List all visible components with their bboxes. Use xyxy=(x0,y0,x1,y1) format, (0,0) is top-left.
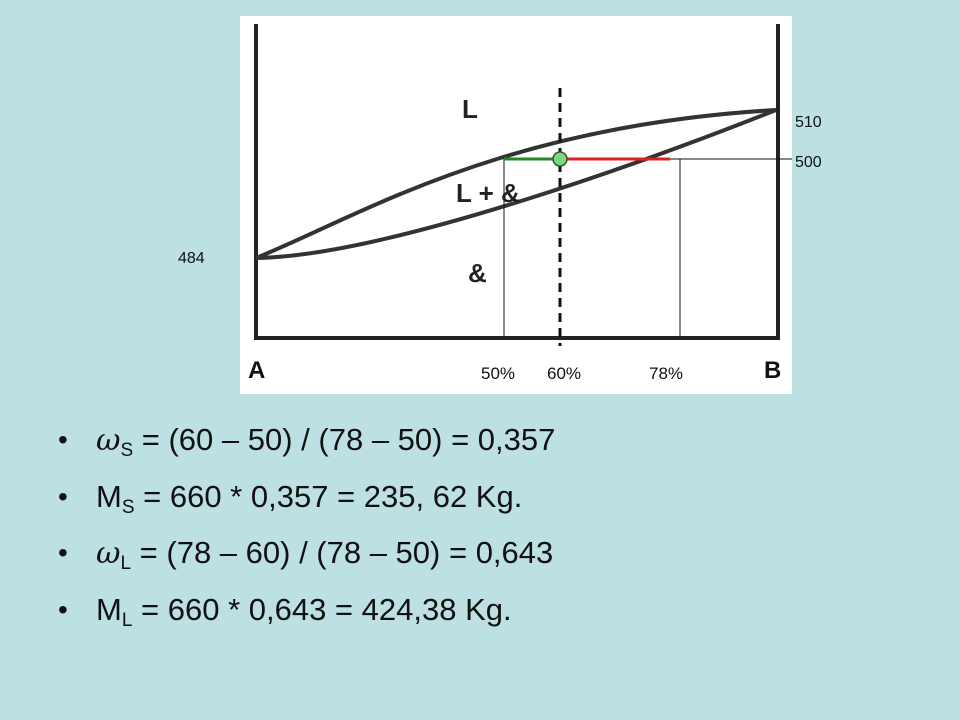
omega-symbol: ω xyxy=(96,423,121,458)
axis-label-b: B xyxy=(764,357,781,384)
region-label-liquid: L xyxy=(462,94,478,124)
calculation-item-ml: • ML = 660 * 0,643 = 424,38 Kg. xyxy=(58,582,555,638)
subscript: L xyxy=(121,610,133,631)
alloy-point-marker xyxy=(552,151,568,167)
temperature-label-510: 510 xyxy=(795,114,822,131)
calculation-list: • ωS = (60 – 50) / (78 – 50) = 0,357 • MS … xyxy=(58,412,555,638)
phase-diagram-svg: L L + & & A B 50% 60% 78% xyxy=(248,24,792,384)
temperature-label-484: 484 xyxy=(178,250,205,267)
bullet-dot: • xyxy=(58,481,68,512)
liquidus-curve xyxy=(255,108,777,260)
mass-symbol: M xyxy=(96,592,122,627)
subscript: L xyxy=(120,553,132,574)
equation-text: = 660 * 0,357 = 235, 62 Kg. xyxy=(134,479,523,514)
solidus-curve xyxy=(255,108,777,260)
temperature-label-500: 500 xyxy=(795,154,822,171)
bullet-dot: • xyxy=(58,594,68,625)
calculation-item-wl: • ωL = (78 – 60) / (78 – 50) = 0,643 xyxy=(58,525,555,582)
subscript: S xyxy=(121,497,135,518)
bullet-dot: • xyxy=(58,537,68,568)
mass-symbol: M xyxy=(96,479,122,514)
omega-symbol: ω xyxy=(96,536,121,571)
composition-label-50: 50% xyxy=(481,364,515,383)
composition-label-78: 78% xyxy=(649,364,683,383)
calculation-item-ws: • ωS = (60 – 50) / (78 – 50) = 0,357 xyxy=(58,412,555,469)
subscript: S xyxy=(120,440,134,461)
region-label-two-phase: L + & xyxy=(456,178,520,208)
equation-text: = (60 – 50) / (78 – 50) = 0,357 xyxy=(133,422,556,457)
composition-label-60: 60% xyxy=(547,364,581,383)
equation-text: = 660 * 0,643 = 424,38 Kg. xyxy=(132,592,512,627)
phase-diagram: L L + & & A B 50% 60% 78% xyxy=(240,16,792,394)
bullet-dot: • xyxy=(58,424,68,455)
region-label-solid: & xyxy=(468,258,487,288)
axis-label-a: A xyxy=(248,357,265,384)
equation-text: = (78 – 60) / (78 – 50) = 0,643 xyxy=(131,535,554,570)
calculation-item-ms: • MS = 660 * 0,357 = 235, 62 Kg. xyxy=(58,469,555,525)
